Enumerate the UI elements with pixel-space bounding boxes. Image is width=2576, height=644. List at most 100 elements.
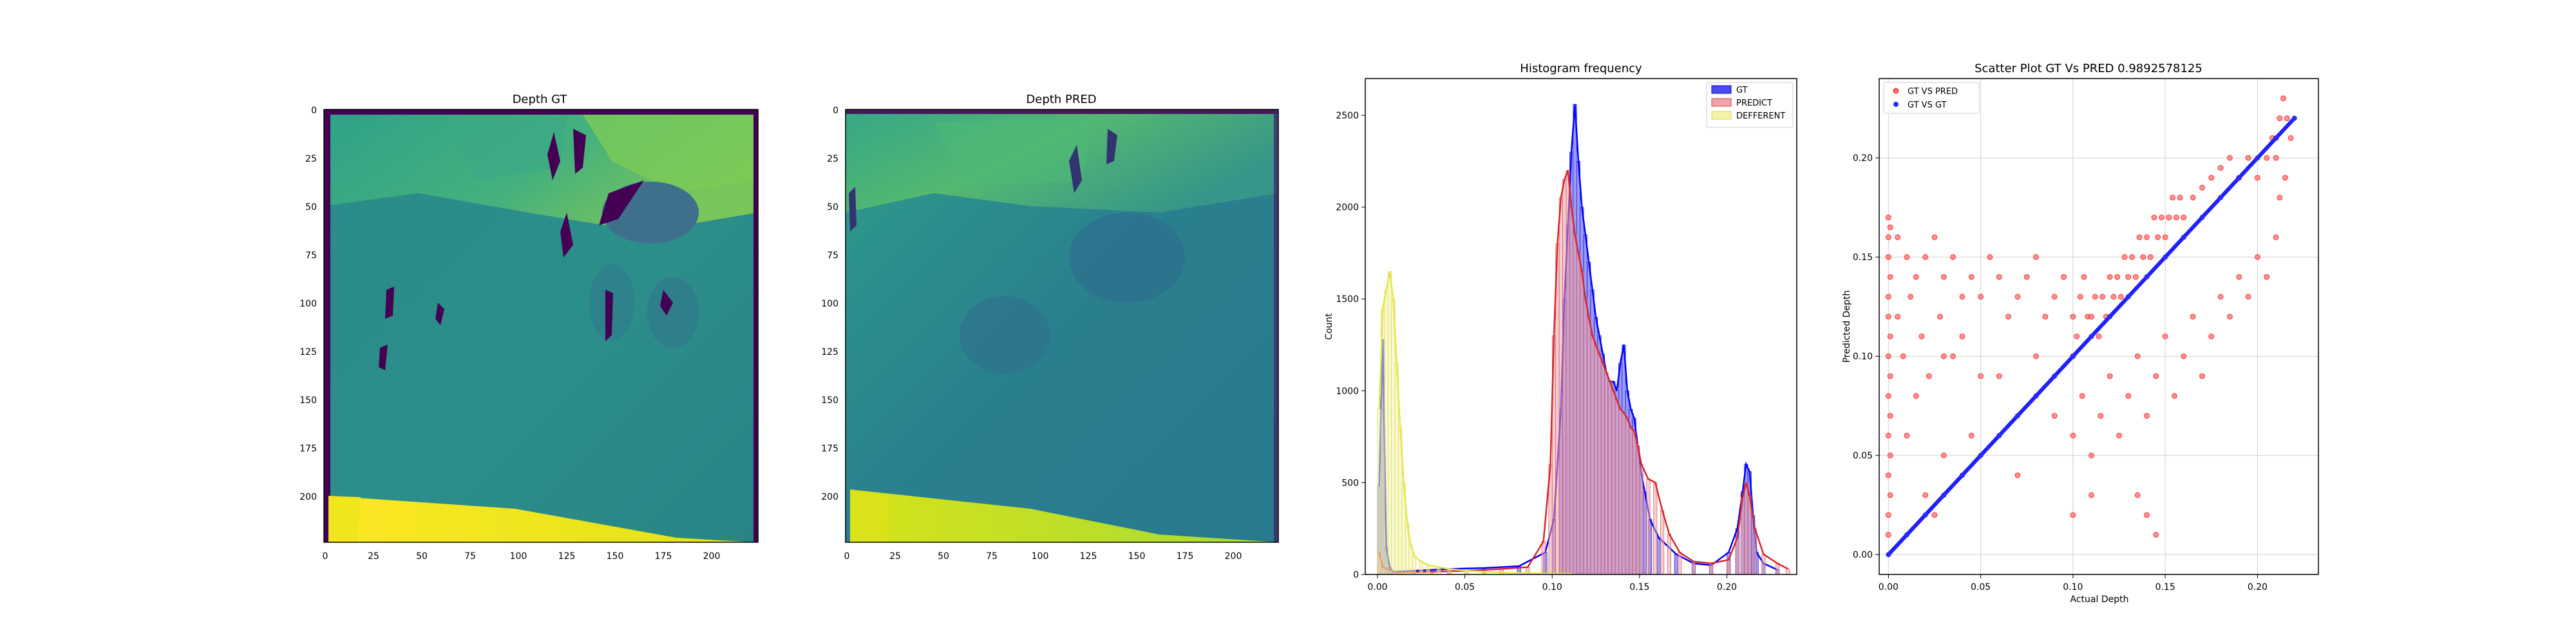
- depth-gt-ytick: 125: [299, 347, 317, 357]
- depth-gt-xtick: 150: [607, 551, 624, 562]
- scatter-point-gt-vs-gt: [2088, 334, 2094, 339]
- scatter-frame: [1879, 78, 2319, 575]
- scatter-point-gt-vs-pred: [2005, 314, 2011, 320]
- histogram-ytick-label: 1500: [1336, 294, 1359, 305]
- scatter-point-gt-vs-pred: [2070, 512, 2076, 518]
- scatter-point-gt-vs-pred: [2287, 135, 2294, 141]
- scatter-point-gt-vs-pred: [1918, 334, 1925, 339]
- histogram-xtick-label: 0.20: [1717, 582, 1737, 592]
- legend-label-gt-vs-gt: GT VS GT: [1908, 100, 1947, 110]
- scatter-xtick-label: 0.15: [2155, 582, 2175, 592]
- depth-gt-panel: Depth GT 0 25 5: [299, 93, 759, 562]
- depth-gt-ytick: 100: [299, 299, 317, 309]
- scatter-ylabel: Predicted Depth: [1842, 290, 1852, 363]
- scatter-point-gt-vs-pred: [2199, 373, 2205, 379]
- scatter-point-gt-vs-pred: [1887, 492, 1893, 498]
- depth-gt-xtick: 125: [558, 551, 576, 562]
- histogram-kde-line: [1378, 170, 1789, 574]
- legend-swatch-predict: [1711, 98, 1732, 107]
- scatter-point-gt-vs-pred: [1904, 254, 1910, 260]
- scatter-point-gt-vs-gt: [2181, 234, 2186, 240]
- scatter-point-gt-vs-pred: [1968, 433, 1975, 439]
- scatter-point-gt-vs-pred: [2134, 353, 2141, 359]
- scatter-point-gt-vs-gt: [1959, 473, 1965, 478]
- scatter-point-gt-vs-pred: [2136, 234, 2143, 240]
- scatter-point-gt-vs-pred: [2117, 294, 2124, 300]
- scatter-point-gt-vs-gt: [2144, 274, 2150, 279]
- scatter-point-gt-vs-pred: [2114, 274, 2121, 280]
- scatter-point-gt-vs-pred: [2273, 155, 2279, 161]
- histogram-bar: [1639, 464, 1643, 575]
- depth-gt-xtick: 100: [510, 551, 527, 562]
- scatter-point-gt-vs-pred: [2132, 274, 2139, 280]
- histogram-frame: [1365, 78, 1797, 575]
- histogram-xticks: 0.00 0.05 0.10 0.15 0.20: [1367, 574, 1737, 592]
- scatter-point-gt-vs-pred: [2134, 492, 2141, 498]
- depth-gt-ytick: 25: [305, 154, 317, 164]
- scatter-point-gt-vs-pred: [2190, 194, 2196, 201]
- scatter-legend-box: [1883, 82, 1980, 114]
- depth-gt-ytick: 0: [311, 106, 317, 116]
- scatter-point-gt-vs-pred: [2033, 353, 2039, 359]
- histogram-bar: [1660, 509, 1665, 575]
- scatter-point-gt-vs-gt: [2107, 314, 2113, 319]
- scatter-point-gt-vs-pred: [2155, 234, 2161, 240]
- scatter-point-gt-vs-pred: [2014, 472, 2021, 478]
- scatter-point-gt-vs-pred: [2088, 452, 2094, 459]
- scatter-point-gt-vs-pred: [2153, 532, 2159, 538]
- scatter-point-gt-vs-pred: [1900, 353, 1906, 359]
- depth-gt-ytick: 50: [305, 202, 317, 213]
- depth-pred-xtick: 75: [986, 551, 998, 562]
- scatter-point-gt-vs-pred: [2144, 512, 2150, 518]
- histogram-bar: [1632, 431, 1636, 575]
- scatter-point-gt-vs-pred: [2042, 314, 2049, 320]
- histogram-bar: [1752, 528, 1757, 575]
- scatter-point-gt-vs-pred: [2282, 175, 2288, 181]
- depth-gt-xtick: 0: [323, 551, 328, 562]
- scatter-point-gt-vs-pred: [2140, 254, 2146, 260]
- scatter-point-gt-vs-pred: [1885, 314, 1891, 320]
- scatter-point-gt-vs-gt: [2125, 294, 2131, 299]
- scatter-series-gt-vs-pred: [1885, 95, 2294, 538]
- histogram-bar: [1377, 409, 1381, 575]
- depth-pred-xtick: 175: [1177, 551, 1194, 562]
- scatter-point-gt-vs-gt: [1978, 453, 1984, 459]
- scatter-point-gt-vs-gt: [2070, 354, 2076, 359]
- histogram-bar: [1387, 271, 1392, 575]
- depth-gt-frame: [323, 109, 759, 543]
- histogram-bar: [1587, 317, 1591, 575]
- histogram-bar: [1569, 207, 1574, 575]
- depth-pred-xtick: 150: [1128, 551, 1146, 562]
- histogram-yticks: 0 500 1000 1500 2000 2500: [1336, 111, 1365, 580]
- scatter-series-gt-vs-gt: [1886, 115, 2297, 558]
- histogram-bar: [1636, 446, 1640, 575]
- scatter-point-gt-vs-pred: [2177, 194, 2183, 201]
- scatter-point-gt-vs-pred: [1940, 452, 1947, 459]
- histogram-bar: [1541, 541, 1546, 575]
- scatter-point-gt-vs-pred: [2255, 254, 2260, 260]
- scatter-point-gt-vs-pred: [1908, 294, 1914, 300]
- histogram-ytick-label: 2500: [1336, 111, 1359, 121]
- scatter-point-gt-vs-pred: [2236, 274, 2242, 280]
- histogram-kde-line: [1378, 271, 1572, 575]
- scatter-xlabel: Actual Depth: [2070, 594, 2129, 605]
- histogram-panel: Histogram frequency 0.00 0.05 0.10 0.15 0.20…: [1324, 62, 1797, 592]
- scatter-ytick-label: 0.15: [1853, 252, 1873, 263]
- scatter-xtick-label: 0.20: [2248, 582, 2268, 592]
- scatter-xtick-label: 0.05: [1971, 582, 1991, 592]
- histogram-bar: [1391, 298, 1396, 575]
- scatter-point-gt-vs-pred: [2151, 214, 2157, 221]
- scatter-ytick-label: 0.05: [1853, 451, 1873, 461]
- histogram-title: Histogram frequency: [1520, 62, 1642, 75]
- depth-pred-xtick: 200: [1225, 551, 1242, 562]
- scatter-point-gt-vs-pred: [1996, 373, 2002, 379]
- scatter-xtick-label: 0.00: [1879, 582, 1899, 592]
- histogram-bar: [1642, 491, 1647, 575]
- histogram-bar: [1629, 427, 1633, 575]
- scatter-point-gt-vs-pred: [1885, 254, 1891, 260]
- depth-gt-ytick: 75: [305, 251, 317, 261]
- legend-marker-gt-vs-pred: [1893, 88, 1899, 94]
- scatter-point-gt-vs-pred: [2255, 175, 2260, 181]
- histogram-bar: [1580, 271, 1584, 575]
- depth-pred-xtick: 50: [938, 551, 949, 562]
